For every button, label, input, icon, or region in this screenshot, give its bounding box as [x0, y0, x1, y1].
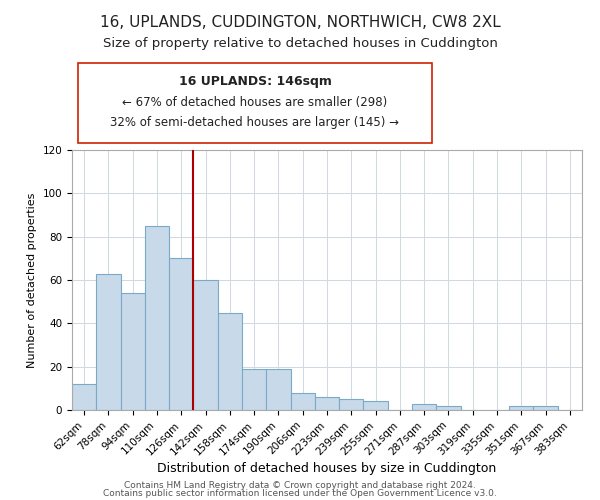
- Text: Contains HM Land Registry data © Crown copyright and database right 2024.: Contains HM Land Registry data © Crown c…: [124, 481, 476, 490]
- Text: 32% of semi-detached houses are larger (145) →: 32% of semi-detached houses are larger (…: [110, 116, 400, 129]
- Bar: [193, 280, 218, 410]
- Bar: [509, 406, 533, 410]
- Text: 16 UPLANDS: 146sqm: 16 UPLANDS: 146sqm: [179, 75, 331, 88]
- Bar: [169, 258, 193, 410]
- X-axis label: Distribution of detached houses by size in Cuddington: Distribution of detached houses by size …: [157, 462, 497, 475]
- Bar: [315, 397, 339, 410]
- Bar: [96, 274, 121, 410]
- Bar: [412, 404, 436, 410]
- Bar: [436, 406, 461, 410]
- Text: 16, UPLANDS, CUDDINGTON, NORTHWICH, CW8 2XL: 16, UPLANDS, CUDDINGTON, NORTHWICH, CW8 …: [100, 15, 500, 30]
- Bar: [121, 293, 145, 410]
- Text: ← 67% of detached houses are smaller (298): ← 67% of detached houses are smaller (29…: [122, 96, 388, 108]
- Bar: [242, 369, 266, 410]
- Bar: [364, 402, 388, 410]
- Bar: [533, 406, 558, 410]
- Bar: [339, 399, 364, 410]
- Bar: [218, 312, 242, 410]
- Text: Size of property relative to detached houses in Cuddington: Size of property relative to detached ho…: [103, 38, 497, 51]
- Bar: [145, 226, 169, 410]
- Text: Contains public sector information licensed under the Open Government Licence v3: Contains public sector information licen…: [103, 488, 497, 498]
- Bar: [266, 369, 290, 410]
- Bar: [72, 384, 96, 410]
- Y-axis label: Number of detached properties: Number of detached properties: [27, 192, 37, 368]
- Bar: [290, 392, 315, 410]
